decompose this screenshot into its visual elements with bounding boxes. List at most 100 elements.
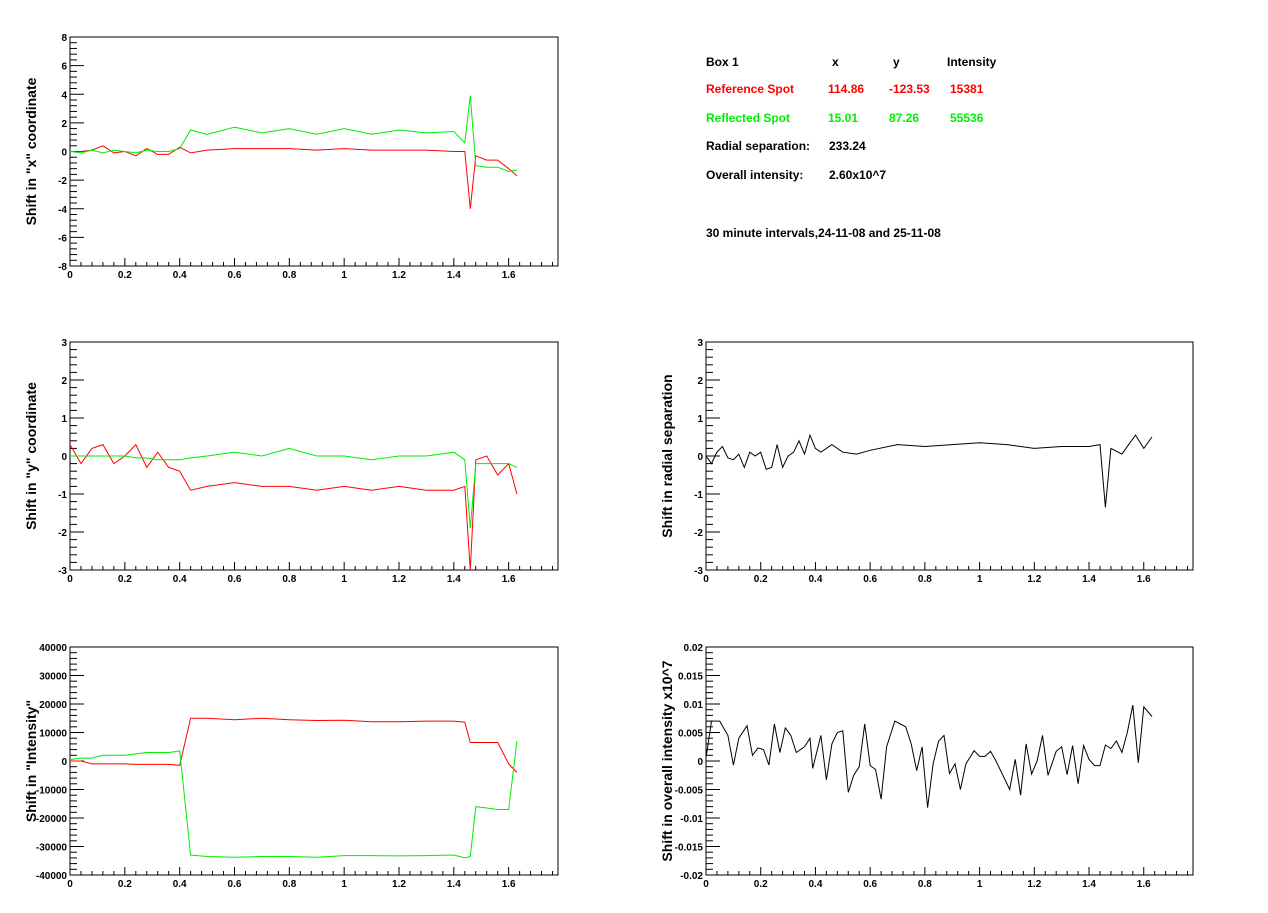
y-tick-label: -2 bbox=[58, 528, 67, 539]
y-tick-label: -3 bbox=[694, 566, 703, 577]
reference-spot-intensity: 15381 bbox=[950, 82, 984, 96]
reflected-spot-y: 87.26 bbox=[889, 111, 920, 125]
y-tick-label: -2 bbox=[694, 528, 703, 539]
y-tick-label: 1 bbox=[61, 414, 67, 425]
y-tick-label: 20000 bbox=[39, 700, 67, 711]
plot-frame bbox=[69, 341, 559, 571]
x-tick-label: 1.6 bbox=[502, 879, 516, 890]
x-tick-label: 1 bbox=[341, 574, 347, 585]
x-tick-label: 0 bbox=[703, 879, 709, 890]
y-tick-label: -4 bbox=[58, 205, 67, 216]
plot-frame bbox=[705, 341, 1194, 571]
x-tick-label: 1 bbox=[977, 879, 983, 890]
y-axis-label: Shift in overall intensity x10^7 bbox=[659, 660, 675, 861]
y-tick-label: -10000 bbox=[36, 786, 68, 797]
x-tick-label: 0.8 bbox=[918, 574, 932, 585]
y-axis-label: Shift in "x" coordinate bbox=[23, 77, 39, 225]
x-tick-label: 0.6 bbox=[863, 879, 877, 890]
series-line-radial-separation bbox=[705, 433, 1153, 508]
y-tick-label: 1 bbox=[697, 414, 703, 425]
chart-4: 0 0.2 0.4 0.6 0.8 1 1.2 1.4 1.6 -0.02 -0.015 -0.01 -… bbox=[659, 643, 1194, 890]
series-line-reference-spot bbox=[69, 443, 518, 571]
reference-spot-y: -123.53 bbox=[889, 82, 930, 96]
x-tick-label: 1.4 bbox=[447, 270, 461, 281]
y-tick-label: 8 bbox=[61, 33, 67, 44]
overall-intensity-value: 2.60x10^7 bbox=[829, 168, 887, 182]
info-header-y: y bbox=[893, 55, 900, 69]
x-tick-label: 1.4 bbox=[447, 574, 461, 585]
y-tick-label: 6 bbox=[61, 62, 67, 73]
reference-spot-x: 114.86 bbox=[828, 82, 865, 96]
radial-separation-label: Radial separation: bbox=[706, 139, 811, 153]
chart-0: 0 0.2 0.4 0.6 0.8 1 1.2 1.4 1.6 -8 -6 -4 -2 0 2 4 6 8 Shif… bbox=[23, 33, 559, 281]
y-tick-label: 0 bbox=[61, 452, 67, 463]
overall-intensity-label: Overall intensity: bbox=[706, 168, 804, 182]
y-tick-label: 40000 bbox=[39, 643, 67, 654]
y-tick-label: 2 bbox=[61, 376, 67, 387]
x-tick-label: 0.4 bbox=[808, 574, 822, 585]
y-tick-label: 3 bbox=[697, 338, 703, 349]
y-tick-label: -3 bbox=[58, 566, 67, 577]
y-tick-label: 2 bbox=[61, 119, 67, 130]
y-tick-label: 0.005 bbox=[678, 729, 703, 740]
info-header-x: x bbox=[832, 55, 839, 69]
x-tick-label: 0.2 bbox=[118, 270, 132, 281]
plot-frame bbox=[705, 646, 1194, 876]
interval-note: 30 minute intervals,24-11-08 and 25-11-0… bbox=[706, 226, 941, 240]
x-tick-label: 1 bbox=[341, 879, 347, 890]
x-tick-label: 0.6 bbox=[228, 270, 242, 281]
reflected-spot-x: 15.01 bbox=[828, 111, 859, 125]
chart-1: 0 0.2 0.4 0.6 0.8 1 1.2 1.4 1.6 -3 -2 -1 0 1 2 3 Shift i… bbox=[23, 338, 559, 585]
x-tick-label: 0.8 bbox=[918, 879, 932, 890]
x-tick-label: 0 bbox=[67, 879, 73, 890]
reference-spot-label: Reference Spot bbox=[706, 82, 795, 96]
y-tick-label: -2 bbox=[58, 176, 67, 187]
y-tick-label: 0.01 bbox=[684, 700, 704, 711]
y-tick-label: 0 bbox=[697, 452, 703, 463]
series-line-reflected-spot bbox=[69, 740, 518, 859]
y-axis-label: Shift in radial separation bbox=[659, 374, 675, 537]
series-line-reflected-spot bbox=[69, 95, 517, 173]
y-tick-label: -1 bbox=[694, 490, 703, 501]
info-header-intensity: Intensity bbox=[947, 55, 997, 69]
x-tick-label: 0.4 bbox=[173, 574, 187, 585]
y-tick-label: 0 bbox=[697, 757, 703, 768]
x-tick-label: 0.2 bbox=[118, 574, 132, 585]
x-tick-label: 0.2 bbox=[754, 574, 768, 585]
x-tick-label: 0 bbox=[67, 574, 73, 585]
x-tick-label: 0.4 bbox=[173, 879, 187, 890]
series-line-overall-intensity bbox=[705, 705, 1153, 808]
series-line-reference-spot bbox=[70, 145, 518, 209]
y-tick-label: 0 bbox=[61, 148, 67, 159]
y-tick-label: 30000 bbox=[39, 672, 67, 683]
x-tick-label: 1 bbox=[341, 270, 347, 281]
y-tick-label: -30000 bbox=[36, 843, 68, 854]
reflected-spot-intensity: 55536 bbox=[950, 111, 984, 125]
x-tick-label: 1.6 bbox=[1137, 879, 1151, 890]
x-tick-label: 1.2 bbox=[1027, 879, 1041, 890]
y-tick-label: -40000 bbox=[36, 871, 68, 882]
x-tick-label: 1.6 bbox=[502, 270, 516, 281]
series-line-reference-spot bbox=[70, 717, 518, 773]
y-tick-label: -20000 bbox=[36, 814, 68, 825]
y-tick-label: -6 bbox=[58, 233, 67, 244]
info-header-label: Box 1 bbox=[706, 55, 739, 69]
x-tick-label: 1.2 bbox=[1027, 574, 1041, 585]
radial-separation-value: 233.24 bbox=[829, 139, 866, 153]
reflected-spot-label: Reflected Spot bbox=[706, 111, 791, 125]
y-axis-label: Shift in "Intensity" bbox=[23, 700, 39, 822]
x-tick-label: 0.6 bbox=[228, 574, 242, 585]
x-tick-label: 1.2 bbox=[392, 879, 406, 890]
y-tick-label: 4 bbox=[61, 90, 67, 101]
series-line-reflected-spot bbox=[70, 447, 518, 529]
y-tick-label: -0.015 bbox=[675, 843, 704, 854]
y-tick-label: -0.005 bbox=[675, 786, 704, 797]
y-tick-label: 3 bbox=[61, 338, 67, 349]
y-tick-label: -0.02 bbox=[680, 871, 703, 882]
plot-frame bbox=[69, 646, 559, 876]
y-tick-label: 2 bbox=[697, 376, 703, 387]
x-tick-label: 0.2 bbox=[118, 879, 132, 890]
x-tick-label: 0 bbox=[67, 270, 73, 281]
x-tick-label: 0.4 bbox=[808, 879, 822, 890]
